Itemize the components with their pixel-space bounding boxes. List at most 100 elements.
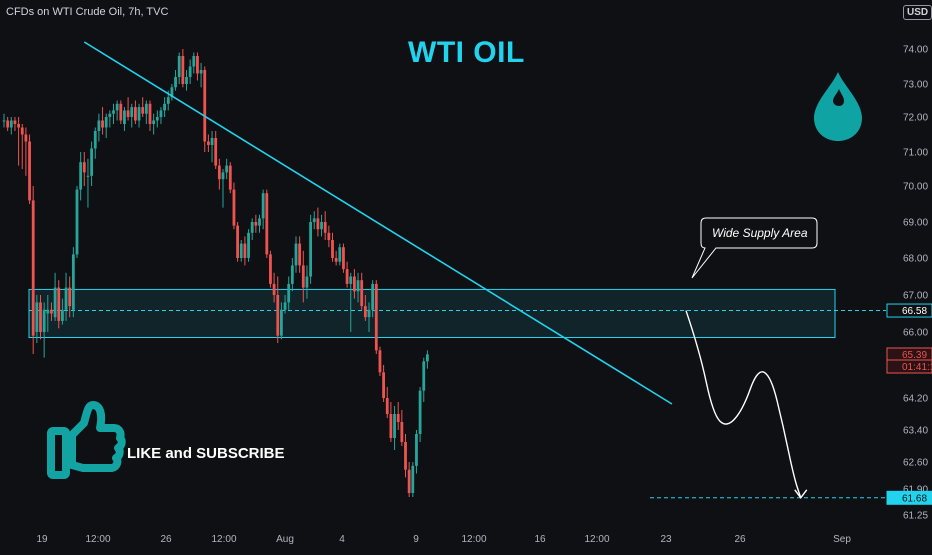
- candle: [46, 295, 50, 332]
- candle: [112, 103, 115, 124]
- candle: [207, 134, 210, 152]
- candle: [411, 462, 415, 497]
- candle: [2, 113, 6, 128]
- candle: [170, 84, 174, 101]
- candle: [316, 207, 320, 237]
- candle: [239, 240, 243, 262]
- candle: [407, 462, 411, 497]
- y-tick-label: 63.40: [903, 426, 928, 437]
- trendline: [83, 41, 673, 405]
- candle: [400, 410, 404, 446]
- candle: [196, 52, 199, 81]
- candle: [42, 302, 46, 358]
- candle: [228, 162, 232, 194]
- candle: [331, 232, 334, 262]
- candle: [217, 158, 221, 190]
- water-drop-icon: [814, 72, 862, 141]
- candle: [199, 63, 203, 88]
- candle: [17, 117, 20, 166]
- y-tick-label: 64.20: [903, 394, 928, 405]
- candle: [301, 250, 305, 303]
- price-label-last: 65.39: [886, 347, 932, 362]
- x-tick-label: 12:00: [85, 534, 110, 545]
- symbol-title: CFDs on WTI Crude Oil, 7h, TVC: [6, 6, 169, 18]
- candle: [294, 236, 298, 273]
- x-tick-label: 12:00: [461, 534, 486, 545]
- candle: [254, 214, 258, 233]
- candle: [393, 406, 396, 450]
- candle: [185, 70, 188, 91]
- x-tick-label: 9: [413, 534, 419, 545]
- supply-zone: [28, 288, 836, 339]
- candle: [123, 107, 126, 131]
- candle: [152, 113, 156, 135]
- candle: [389, 402, 393, 442]
- candle: [272, 272, 276, 303]
- x-tick-label: 26: [734, 534, 746, 545]
- x-tick-label: 12:00: [211, 534, 236, 545]
- candle: [75, 186, 79, 258]
- candle: [276, 276, 280, 343]
- candle: [53, 272, 57, 321]
- candle: [305, 265, 309, 299]
- candle: [345, 261, 349, 288]
- candle: [210, 131, 214, 163]
- candle: [31, 186, 35, 354]
- candle: [236, 222, 239, 262]
- candle: [287, 276, 291, 310]
- y-tick-label: 69.00: [903, 218, 928, 229]
- candle: [71, 247, 75, 318]
- candle: [334, 250, 338, 266]
- currency-badge[interactable]: USD: [903, 5, 932, 20]
- candle: [64, 272, 68, 321]
- candle: [68, 276, 72, 318]
- candle: [349, 272, 353, 332]
- y-tick-label: 62.60: [903, 458, 928, 469]
- callout-text: Wide Supply Area: [712, 226, 808, 240]
- y-tick-label: 61.90: [903, 485, 928, 496]
- y-tick-label: 68.00: [903, 254, 928, 265]
- candle: [312, 211, 316, 230]
- candle: [155, 110, 159, 128]
- candle: [378, 346, 382, 376]
- price-label-level: 66.58: [886, 303, 932, 318]
- candle: [24, 127, 28, 176]
- candle: [137, 103, 141, 128]
- candle: [298, 236, 302, 273]
- candle: [97, 113, 101, 142]
- x-tick-label: 4: [339, 534, 345, 545]
- candle: [104, 113, 108, 138]
- svg-text:61.68: 61.68: [902, 493, 927, 504]
- candle: [126, 97, 130, 121]
- x-tick-label: Aug: [276, 534, 294, 545]
- candle: [353, 269, 356, 299]
- x-tick-label: 23: [660, 534, 672, 545]
- candle: [177, 52, 181, 84]
- like-subscribe-text: LIKE and SUBSCRIBE: [127, 445, 285, 462]
- candle: [192, 52, 196, 74]
- x-tick-label: Sep: [833, 534, 851, 545]
- candle: [119, 100, 123, 124]
- price-label-countdown: 01:41:16: [886, 359, 932, 374]
- candle: [422, 357, 426, 402]
- y-tick-label: 72.00: [903, 113, 928, 124]
- candle: [13, 117, 17, 131]
- candle: [342, 243, 345, 273]
- candle: [203, 66, 207, 152]
- candle: [385, 387, 389, 418]
- y-tick-label: 61.25: [903, 511, 928, 522]
- candle: [174, 70, 177, 91]
- candle: [323, 211, 327, 240]
- y-tick-label: 66.00: [903, 328, 928, 339]
- y-tick-label: 67.00: [903, 291, 928, 302]
- callout-bubble: [691, 217, 818, 279]
- x-tick-label: 19: [36, 534, 48, 545]
- candle: [327, 225, 331, 248]
- candle: [61, 298, 64, 325]
- candle: [250, 218, 254, 240]
- candle: [367, 302, 371, 332]
- candle: [188, 59, 192, 84]
